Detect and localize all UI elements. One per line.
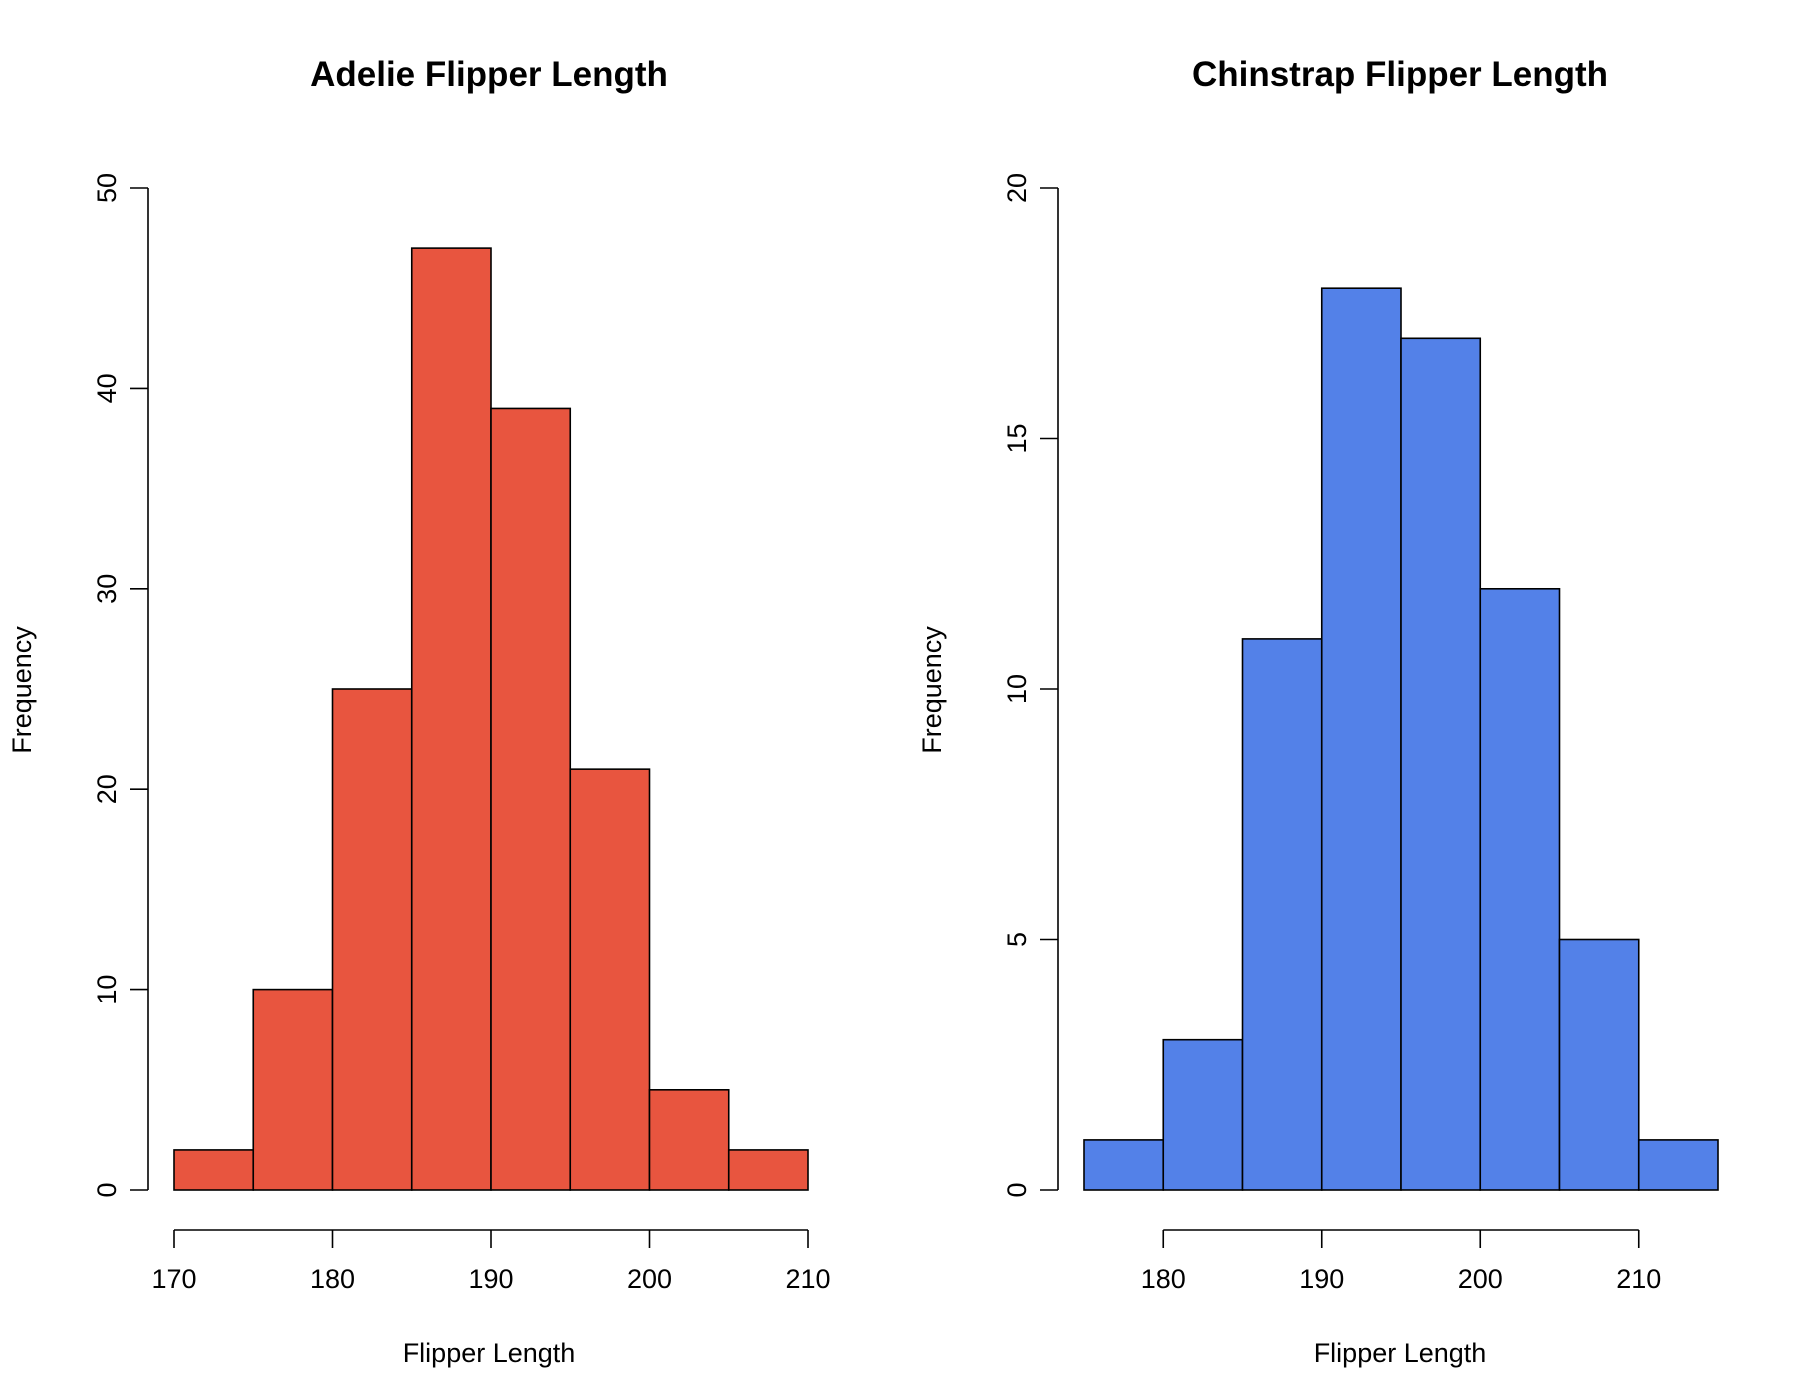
chinstrap-y-tick-label: 15 — [1002, 423, 1032, 453]
chinstrap-x-tick-label: 180 — [1141, 1264, 1186, 1294]
adelie-bar-205-210 — [727, 1149, 809, 1191]
adelie-histogram-panel: Adelie Flipper Length Flipper Length Fre… — [7, 55, 831, 1368]
chinstrap-x-axis: 180 190 200 210 — [1141, 1229, 1661, 1294]
chinstrap-bar-205-210 — [1558, 938, 1640, 1191]
adelie-y-tick-label: 10 — [92, 975, 122, 1005]
chinstrap-bars — [1083, 287, 1719, 1191]
adelie-x-tick-label: 170 — [151, 1264, 196, 1294]
adelie-bars — [173, 247, 809, 1191]
chinstrap-y-tick-label: 0 — [1002, 1182, 1032, 1197]
adelie-y-axis: 0 10 20 30 40 50 — [92, 173, 149, 1198]
adelie-bar-190-195 — [490, 407, 572, 1191]
adelie-chart-title: Adelie Flipper Length — [310, 55, 668, 94]
chinstrap-bar-185-190 — [1241, 638, 1323, 1191]
adelie-bar-175-180 — [252, 988, 334, 1191]
adelie-y-tick-label: 20 — [92, 774, 122, 804]
adelie-bar-185-190 — [410, 247, 492, 1191]
chinstrap-bar-210-215 — [1637, 1139, 1719, 1191]
chinstrap-y-tick-label: 10 — [1002, 674, 1032, 704]
adelie-x-tick-label: 180 — [310, 1264, 355, 1294]
adelie-y-tick-label: 0 — [92, 1182, 122, 1197]
adelie-bar-180-185 — [331, 688, 413, 1191]
chinstrap-histogram-panel: Chinstrap Flipper Length Flipper Length … — [917, 55, 1719, 1368]
chinstrap-x-axis-label: Flipper Length — [1314, 1338, 1487, 1368]
adelie-x-axis-label: Flipper Length — [403, 1338, 576, 1368]
adelie-y-tick-label: 40 — [92, 373, 122, 403]
adelie-x-tick-label: 190 — [468, 1264, 513, 1294]
chinstrap-chart-title: Chinstrap Flipper Length — [1192, 55, 1608, 94]
chinstrap-x-tick-label: 210 — [1616, 1264, 1661, 1294]
adelie-bar-170-175 — [173, 1149, 255, 1191]
adelie-y-tick-label: 30 — [92, 574, 122, 604]
adelie-x-tick-label: 200 — [627, 1264, 672, 1294]
adelie-x-axis: 170 180 190 200 210 — [151, 1229, 831, 1294]
chinstrap-bar-195-200 — [1400, 337, 1482, 1191]
adelie-bar-195-200 — [569, 768, 651, 1191]
chinstrap-bar-175-180 — [1083, 1139, 1165, 1191]
adelie-y-axis-label: Frequency — [7, 626, 37, 754]
adelie-y-tick-label: 50 — [92, 173, 122, 203]
chinstrap-x-tick-label: 190 — [1299, 1264, 1344, 1294]
chinstrap-bar-200-205 — [1479, 587, 1561, 1191]
chinstrap-y-tick-label: 5 — [1002, 932, 1032, 947]
adelie-bar-200-205 — [648, 1089, 730, 1191]
chinstrap-y-tick-label: 20 — [1002, 173, 1032, 203]
chinstrap-bar-190-195 — [1320, 287, 1402, 1191]
chinstrap-x-tick-label: 200 — [1458, 1264, 1503, 1294]
chinstrap-bar-180-185 — [1162, 1038, 1244, 1191]
adelie-x-tick-label: 210 — [785, 1264, 830, 1294]
chinstrap-y-axis: 0 5 10 15 20 — [1002, 173, 1059, 1198]
chinstrap-y-axis-label: Frequency — [917, 626, 947, 754]
